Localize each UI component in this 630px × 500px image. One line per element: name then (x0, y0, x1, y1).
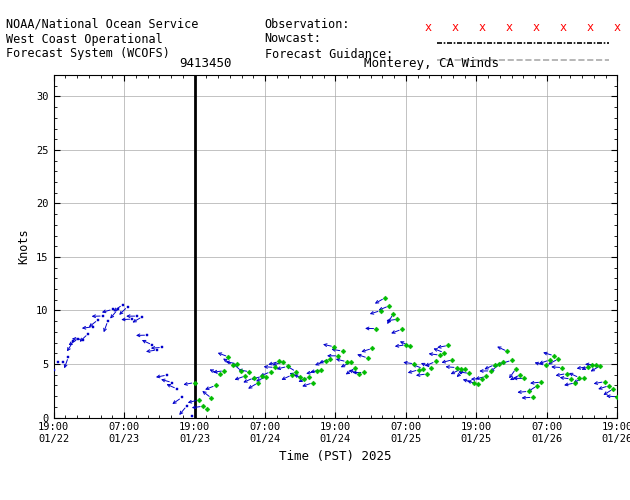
Text: Observation:: Observation: (265, 18, 350, 30)
Text: x: x (560, 21, 567, 34)
Y-axis label: Knots: Knots (18, 228, 31, 264)
Text: Forecast System (WCOFS): Forecast System (WCOFS) (6, 48, 170, 60)
Text: Monterey, CA Winds: Monterey, CA Winds (364, 57, 499, 70)
Text: x: x (506, 21, 513, 34)
Text: x: x (533, 21, 540, 34)
Text: West Coast Operational: West Coast Operational (6, 32, 163, 46)
X-axis label: Time (PST) 2025: Time (PST) 2025 (279, 450, 392, 462)
Text: NOAA/National Ocean Service: NOAA/National Ocean Service (6, 18, 198, 30)
Text: x: x (614, 21, 621, 34)
Text: x: x (587, 21, 594, 34)
Text: Nowcast:: Nowcast: (265, 32, 321, 46)
Text: x: x (425, 21, 432, 34)
Text: x: x (452, 21, 459, 34)
Text: x: x (479, 21, 486, 34)
Text: Forecast Guidance:: Forecast Guidance: (265, 48, 393, 60)
Text: 9413450: 9413450 (180, 57, 232, 70)
